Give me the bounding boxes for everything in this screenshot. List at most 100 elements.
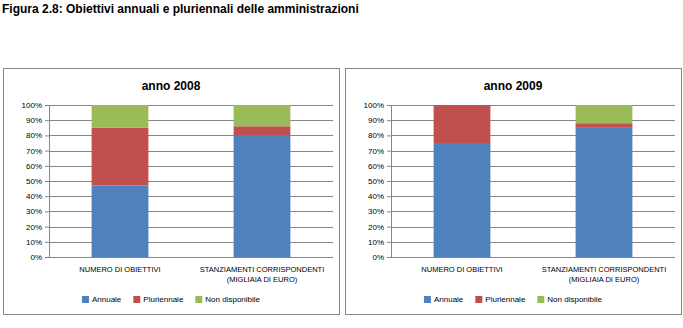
y-tick: 90% (368, 116, 391, 125)
x-tick-label: NUMERO DI OBIETTIVI (421, 265, 502, 274)
y-tick-label: 90% (368, 116, 384, 125)
y-tick: 30% (26, 207, 49, 216)
y-tick: 10% (26, 238, 49, 247)
bars (92, 105, 291, 257)
bar-segment (434, 105, 491, 106)
bar-segment (576, 123, 633, 128)
x-axis: NUMERO DI OBIETTIVI STANZIAMENTI CORRISPO… (421, 265, 666, 284)
y-tick: 80% (26, 131, 49, 140)
legend-label: Non disponibile (205, 295, 260, 304)
y-tick: 10% (368, 238, 391, 247)
y-tick-mark (387, 181, 391, 182)
legend: Annuale Pluriennale Non disponibile (82, 295, 261, 304)
y-tick-mark (45, 135, 49, 136)
y-tick-mark (387, 211, 391, 212)
x-tick-label: STANZIAMENTI CORRISPONDENTI(MIGLIAIA DI … (542, 265, 666, 284)
y-tick-mark (387, 257, 391, 258)
legend-label: Pluriennale (143, 295, 184, 304)
bar-segment (434, 105, 491, 143)
y-tick-label: 60% (26, 162, 42, 171)
y-axis-line (387, 106, 392, 258)
legend-label: Pluriennale (485, 295, 526, 304)
legend-label: Annuale (434, 295, 464, 304)
y-tick: 50% (368, 177, 391, 186)
chart-panel: anno 2009 0% 10% 20% 30% 40% 50% 60% 70% 80% 90% 10… (346, 69, 682, 315)
y-tick-label: 80% (26, 131, 42, 140)
x-axis-line (391, 257, 675, 258)
legend-item: Annuale (424, 295, 464, 304)
x-axis: NUMERO DI OBIETTIVISTANZIAMENTI CORRISPO… (79, 265, 324, 284)
legend-swatch (424, 296, 431, 303)
y-tick: 50% (26, 177, 49, 186)
y-tick: 0% (372, 253, 391, 262)
legend-swatch (537, 296, 544, 303)
figure-title: Figura 2.8: Obiettivi annuali e plurienn… (2, 2, 359, 16)
y-tick-label: 50% (368, 177, 384, 186)
bar-segment (234, 105, 291, 126)
y-tick: 30% (368, 207, 391, 216)
legend: Annuale Pluriennale Non disponibile (424, 295, 603, 304)
legend-item: Pluriennale (475, 295, 526, 304)
y-axis-line (45, 106, 50, 258)
chart-title: anno 2009 (484, 79, 543, 93)
y-tick-mark (45, 151, 49, 152)
bars (434, 105, 633, 257)
legend-label: Annuale (92, 295, 122, 304)
y-tick: 70% (26, 147, 49, 156)
y-tick: 70% (368, 147, 391, 156)
y-tick-mark (45, 242, 49, 243)
bar-segment (92, 105, 149, 128)
legend-swatch (475, 296, 482, 303)
y-tick-label: 70% (368, 147, 384, 156)
x-tick-label: NUMERO DI OBIETTIVI (79, 265, 160, 274)
x-axis-line (49, 257, 333, 258)
y-tick-mark (387, 166, 391, 167)
y-tick: 60% (26, 162, 49, 171)
y-tick-label: 0% (30, 253, 42, 262)
y-tick-label: 10% (26, 238, 42, 247)
y-tick-label: 20% (26, 223, 42, 232)
panel-border (4, 69, 340, 315)
bar-segment (234, 126, 291, 135)
y-tick-mark (387, 120, 391, 121)
y-tick-mark (387, 196, 391, 197)
y-tick: 90% (26, 116, 49, 125)
panel-border (346, 69, 682, 315)
y-tick-mark (387, 151, 391, 152)
y-tick: 80% (368, 131, 391, 140)
y-tick: 20% (368, 223, 391, 232)
grid (391, 106, 675, 258)
y-tick: 100% (364, 101, 391, 110)
bar-segment (576, 105, 633, 123)
y-tick-mark (387, 242, 391, 243)
bar-segment (92, 128, 149, 186)
series (576, 105, 633, 123)
y-tick: 100% (22, 101, 49, 110)
y-tick-mark (387, 135, 391, 136)
grid (49, 106, 333, 258)
y-tick-label: 30% (368, 207, 384, 216)
y-tick-label: 80% (368, 131, 384, 140)
y-tick-label: 50% (26, 177, 42, 186)
y-tick: 40% (26, 192, 49, 201)
chart-title: anno 2008 (142, 79, 201, 93)
y-axis: 0% 10% 20% 30% 40% 50% 60% 70% 80% 90% 100% (22, 101, 50, 262)
bar-segment (576, 128, 633, 257)
legend-item: Annuale (82, 295, 122, 304)
series (92, 126, 291, 185)
legend-item: Non disponibile (537, 295, 602, 304)
y-tick-mark (45, 196, 49, 197)
bar-segment (434, 143, 491, 257)
y-tick-label: 10% (368, 238, 384, 247)
y-tick: 20% (26, 223, 49, 232)
y-tick: 40% (368, 192, 391, 201)
y-tick-label: 60% (368, 162, 384, 171)
legend-swatch (82, 296, 89, 303)
y-tick-label: 70% (26, 147, 42, 156)
series (434, 128, 633, 257)
grid-line (49, 257, 333, 258)
y-tick-mark (387, 227, 391, 228)
grid-line (391, 257, 675, 258)
y-axis: 0% 10% 20% 30% 40% 50% 60% 70% 80% 90% 100% (364, 101, 392, 262)
figure: Figura 2.8: Obiettivi annuali e plurienn… (0, 0, 683, 328)
